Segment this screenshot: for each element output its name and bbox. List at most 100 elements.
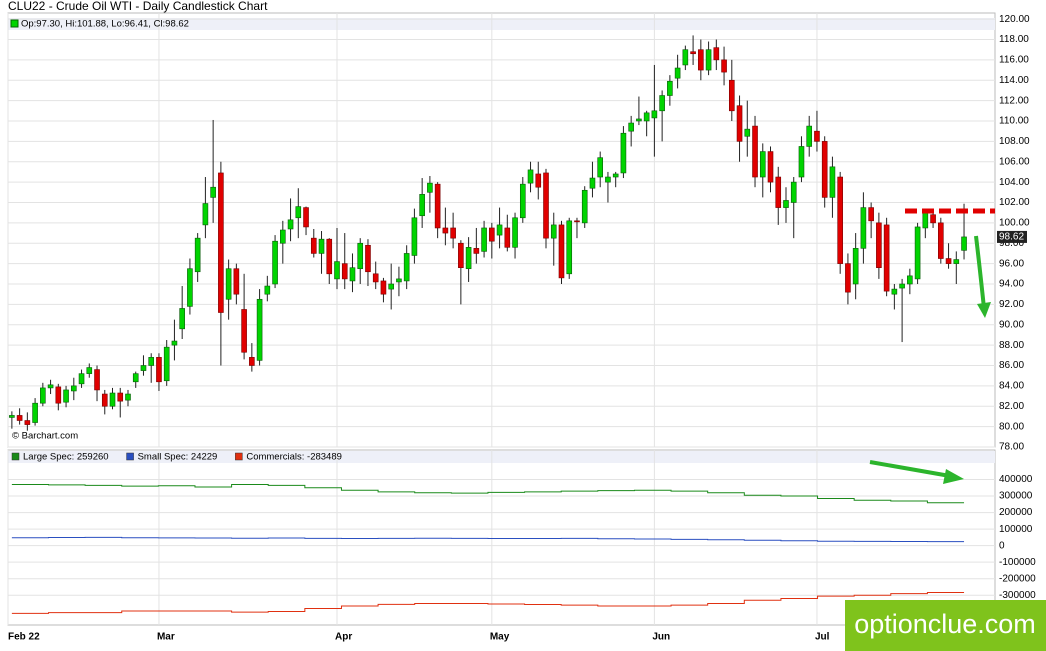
y2-tick-label: 200000 (999, 507, 1033, 518)
candle-body (814, 130, 820, 142)
y-tick-label: 118.00 (999, 34, 1029, 45)
candle-body (612, 173, 619, 178)
candle-body (458, 242, 464, 268)
candle-body (829, 166, 836, 198)
candle-body (759, 151, 766, 178)
legend-label: Large Spec: 259260 (23, 452, 109, 463)
candle-body (698, 49, 704, 71)
y-tick-label: 90.00 (999, 319, 1024, 330)
candle-body (310, 237, 317, 254)
candle-body (744, 128, 751, 137)
candle-body (705, 49, 712, 71)
y-tick-label: 82.00 (999, 401, 1024, 412)
y-tick-label: 94.00 (999, 279, 1024, 290)
candle-body (566, 220, 573, 275)
candle-body (179, 308, 185, 330)
candle-body (148, 357, 155, 366)
candle-body (380, 280, 387, 295)
candle-body (140, 365, 147, 371)
chart-title: CLU22 - Crude Oil WTI - Daily Candlestic… (8, 0, 268, 13)
candle-body (272, 240, 278, 285)
candle-body (775, 176, 782, 208)
candle-body (682, 49, 689, 66)
candle-body (597, 157, 604, 178)
arrow-head (977, 302, 991, 318)
candle-body (210, 186, 216, 198)
candle-body (767, 151, 774, 183)
candle-body (667, 80, 673, 96)
candle-body (411, 217, 418, 256)
x-tick-label: Jul (815, 632, 830, 643)
candle-body (868, 207, 874, 222)
candle-body (372, 273, 379, 283)
candle-body (845, 263, 851, 293)
candle-body (512, 217, 518, 248)
cot-arrow (869, 460, 951, 478)
candle-body (71, 385, 77, 392)
y-tick-label: 120.00 (999, 14, 1030, 25)
ohlc-swatch (10, 19, 19, 28)
candle-body (643, 112, 650, 122)
candle-body (899, 283, 905, 289)
y-tick-label: 114.00 (999, 75, 1029, 86)
cot-line (11, 592, 965, 614)
candle-body (450, 227, 456, 239)
y-tick-label: 98.00 (999, 238, 1024, 249)
candle-body (852, 248, 859, 285)
y-tick-label: 84.00 (999, 381, 1024, 392)
candle-body (721, 59, 727, 73)
candle-body (930, 214, 936, 224)
candle-body (914, 226, 921, 280)
candle-body (194, 237, 201, 273)
candle-body (117, 392, 124, 402)
candle-body (945, 258, 952, 264)
candle-body (280, 229, 286, 244)
candle-body (953, 259, 960, 264)
candle-body (287, 219, 294, 230)
candle-body (419, 194, 425, 217)
candle-body (938, 222, 944, 259)
y-tick-label: 80.00 (999, 421, 1024, 432)
candle-body (713, 47, 720, 61)
candle-body (249, 357, 255, 366)
candle-body (589, 177, 596, 189)
candle-body (16, 415, 23, 421)
candle-body (783, 200, 789, 208)
candle-body (620, 132, 627, 174)
y2-tick-label: 300000 (999, 491, 1033, 502)
candle-body (496, 224, 503, 236)
y-tick-label: 108.00 (999, 136, 1030, 147)
credit: © Barchart.com (12, 431, 78, 442)
y-tick-label: 78.00 (999, 442, 1024, 453)
candle-body (156, 357, 162, 383)
candle-body (334, 261, 340, 280)
candle-body (891, 288, 898, 295)
y-tick-label: 100.00 (999, 218, 1030, 229)
grid (7, 13, 995, 625)
down-arrow (974, 235, 986, 309)
candle-body (465, 247, 472, 270)
x-tick-label: Jun (652, 632, 670, 643)
candle-body (581, 189, 588, 224)
legend-label: Small Spec: 24229 (138, 452, 218, 463)
candle-body (365, 244, 371, 273)
candle-body (728, 79, 735, 112)
y-tick-label: 112.00 (999, 95, 1029, 106)
candle-body (109, 392, 116, 407)
legend-swatch (126, 452, 134, 461)
candle-body (218, 172, 224, 313)
candle-body (628, 122, 634, 132)
last-price-tag (997, 230, 1027, 243)
candle-body (40, 387, 46, 404)
y-tick-label: 86.00 (999, 360, 1024, 371)
candle-body (202, 203, 209, 226)
candle-body (558, 224, 565, 279)
y2-tick-label: 0 (999, 540, 1005, 551)
candle-body (543, 172, 549, 239)
candle-body (752, 125, 758, 178)
candle-body (519, 183, 526, 219)
candle-body (550, 224, 557, 239)
y-tick-label: 92.00 (999, 299, 1024, 310)
candle-body (481, 227, 487, 252)
